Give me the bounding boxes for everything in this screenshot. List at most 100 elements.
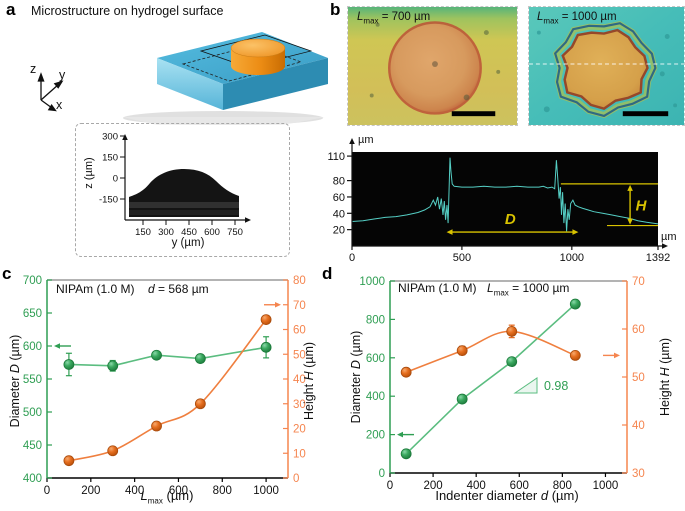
svg-text:50: 50 xyxy=(293,349,306,361)
svg-text:400: 400 xyxy=(23,473,42,485)
svg-text:0: 0 xyxy=(387,480,393,492)
svg-text:700: 700 xyxy=(23,275,42,287)
svg-text:60: 60 xyxy=(333,192,345,204)
svg-text:300: 300 xyxy=(158,227,174,238)
svg-text:D: D xyxy=(505,211,516,228)
axis-title-symbol: H xyxy=(302,371,316,381)
lmax-subscript: max xyxy=(493,288,509,298)
axis-z-label: z xyxy=(30,62,37,76)
axis-title-unit: (µm) xyxy=(8,334,22,365)
coordinate-axes-icon xyxy=(37,72,64,112)
svg-text:750: 750 xyxy=(227,227,243,238)
axis-title-symbol: H xyxy=(658,367,672,377)
panel-b-label: b xyxy=(330,0,341,19)
svg-text:20: 20 xyxy=(293,424,306,436)
svg-text:800: 800 xyxy=(553,480,572,492)
svg-text:110: 110 xyxy=(327,151,345,163)
lmax-value: = 1000 µm xyxy=(508,281,570,295)
svg-text:0: 0 xyxy=(293,473,299,485)
svg-text:40: 40 xyxy=(333,208,345,220)
axis-title-unit: (µm) xyxy=(658,337,672,368)
inset-y-axis-title: z (µm) xyxy=(83,157,95,189)
scale-bar xyxy=(622,111,669,117)
profile-inset-box: 300 150 0 -150 150 300 450 600 750 xyxy=(75,123,290,257)
svg-text:µm: µm xyxy=(358,134,374,146)
axis-title-text: Diameter xyxy=(349,369,363,424)
axis-title-text: Height xyxy=(302,380,316,421)
svg-text:600: 600 xyxy=(510,480,529,492)
chart-d-lmax-note: Lmax = 1000 µm xyxy=(487,281,569,297)
axis-title-symbol: D xyxy=(349,360,363,370)
chart-d-condition: NIPAm (1.0 M) xyxy=(398,281,477,295)
d-symbol: d xyxy=(148,282,155,296)
chart-c-condition: NIPAm (1.0 M) xyxy=(56,282,135,296)
svg-text:550: 550 xyxy=(23,374,42,386)
svg-text:20: 20 xyxy=(333,225,345,237)
micrograph-700-label: Lmax = 700 µm xyxy=(357,11,430,25)
panel-c-label: c xyxy=(2,264,12,283)
lmax-value: = 700 µm xyxy=(378,11,431,23)
image-defects xyxy=(369,22,501,101)
scale-bar xyxy=(451,111,496,117)
svg-text:800: 800 xyxy=(213,485,232,497)
axis-title-unit: (µm) xyxy=(162,488,194,503)
svg-text:600: 600 xyxy=(204,227,220,238)
d-value: = 568 µm xyxy=(154,282,209,296)
svg-text:80: 80 xyxy=(293,275,306,287)
svg-text:800: 800 xyxy=(366,314,385,326)
svg-text:500: 500 xyxy=(453,252,471,264)
micrograph-lmax-1000 xyxy=(528,6,685,126)
lmax-symbol: L xyxy=(357,11,364,23)
chart-c-left-axis-title: Diameter D (µm) xyxy=(8,335,22,428)
inset-x-axis-title: y (µm) xyxy=(171,237,205,249)
svg-text:0: 0 xyxy=(113,174,118,185)
chart-c-right-axis-title: Height H (µm) xyxy=(302,342,316,420)
svg-text:60: 60 xyxy=(293,325,306,337)
svg-text:200: 200 xyxy=(366,430,385,442)
chart-diameter-height-vs-indenter: 0 200 400 600 800 1000 0 200 400 600 800 1000 30 40 50… xyxy=(359,276,645,492)
chart-d-x-axis-title: Indenter diameter d (µm) xyxy=(407,488,607,503)
chart-c-indenter-note: d = 568 µm xyxy=(148,282,209,296)
svg-text:70: 70 xyxy=(632,276,645,288)
svg-text:500: 500 xyxy=(23,407,42,419)
svg-text:µm: µm xyxy=(661,231,677,243)
chart-d-left-axis-title: Diameter D (µm) xyxy=(349,331,363,424)
svg-text:150: 150 xyxy=(135,227,151,238)
panel-a-label: a xyxy=(6,0,16,19)
svg-text:H: H xyxy=(636,198,648,215)
svg-text:450: 450 xyxy=(181,227,197,238)
panel-d-label: d xyxy=(322,264,333,283)
svg-text:0: 0 xyxy=(349,252,355,264)
svg-text:400: 400 xyxy=(366,391,385,403)
axis-title-subscript: max xyxy=(147,496,163,506)
svg-text:150: 150 xyxy=(102,153,118,164)
svg-text:40: 40 xyxy=(632,420,645,432)
lmax-subscript: max xyxy=(363,16,379,26)
svg-text:600: 600 xyxy=(169,485,188,497)
svg-text:40: 40 xyxy=(293,374,306,386)
svg-text:1000: 1000 xyxy=(359,276,385,288)
axis-title-symbol: d xyxy=(540,488,549,503)
axis-title-symbol: D xyxy=(8,364,22,374)
svg-text:1000: 1000 xyxy=(593,480,619,492)
svg-text:-150: -150 xyxy=(99,195,118,206)
panel-a-title: Microstructure on hydrogel surface xyxy=(31,4,224,18)
axis-title-unit: (µm) xyxy=(302,341,316,372)
svg-text:0: 0 xyxy=(379,468,385,480)
surface-profile-inset-chart: 300 150 0 -150 150 300 450 600 750 xyxy=(99,132,251,238)
lmax-value: = 1000 µm xyxy=(558,11,617,23)
lmax-symbol: L xyxy=(487,281,494,295)
chart-diameter-height-vs-lmax: 0 200 400 600 800 1000 400 450 500 550 600 650 700 0 1… xyxy=(23,275,306,497)
axis-title-text: Height xyxy=(658,376,672,417)
micrograph-1000-label: Lmax = 1000 µm xyxy=(537,11,617,25)
axis-title-symbol: L xyxy=(140,488,148,503)
svg-text:200: 200 xyxy=(81,485,100,497)
svg-text:1392: 1392 xyxy=(646,252,670,264)
image-defects xyxy=(536,30,678,113)
svg-text:30: 30 xyxy=(632,468,645,480)
axis-y-label: y xyxy=(59,68,66,82)
svg-text:1000: 1000 xyxy=(253,485,279,497)
axis-title-text: Diameter xyxy=(8,373,22,428)
chart-c-x-axis-title: Lmax (µm) xyxy=(97,488,237,506)
